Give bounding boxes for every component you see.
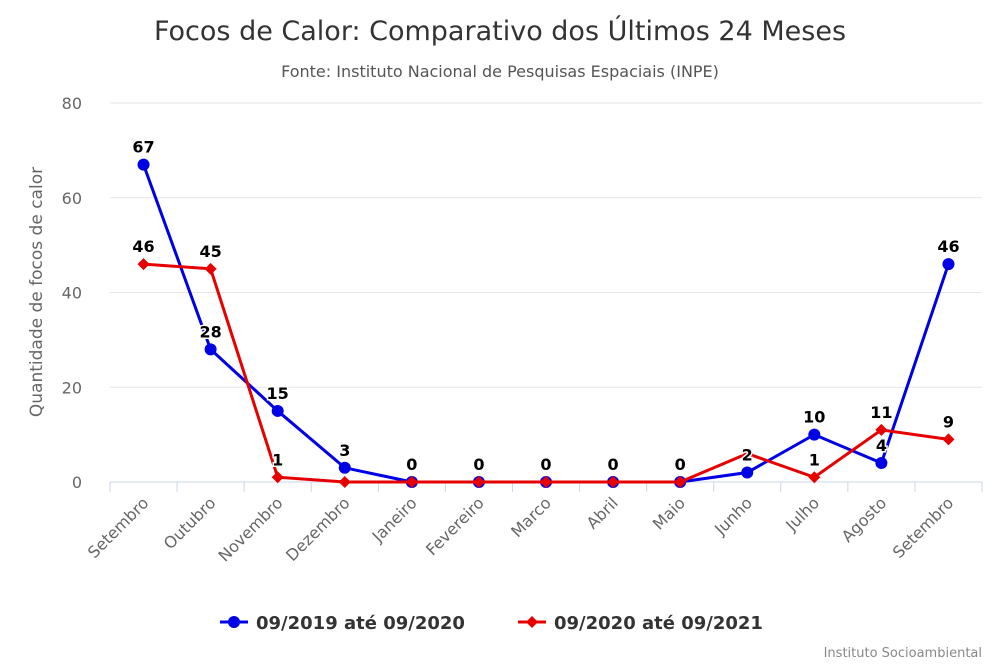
- x-tick-label: Outubro: [160, 493, 220, 553]
- data-label: 0: [406, 455, 417, 474]
- x-tick-label: Agosto: [838, 493, 891, 546]
- data-label: 46: [937, 237, 959, 256]
- data-point: [204, 262, 217, 275]
- legend-marker: [228, 616, 240, 628]
- x-tick-label: Marco: [507, 493, 555, 541]
- y-tick-label: 80: [62, 94, 82, 113]
- legend-item[interactable]: 09/2019 até 09/2020: [220, 613, 465, 634]
- chart-title: Focos de Calor: Comparativo dos Últimos …: [154, 15, 846, 47]
- data-label: 28: [199, 322, 221, 341]
- data-label: 4: [876, 436, 887, 455]
- y-axis-label: Quantidade de focos de calor: [27, 167, 47, 417]
- data-point: [942, 258, 955, 271]
- y-tick-label: 60: [62, 189, 82, 208]
- data-point: [137, 158, 150, 171]
- x-tick-label: Abril: [583, 493, 622, 532]
- data-point: [338, 461, 351, 474]
- data-label: 3: [339, 441, 350, 460]
- data-label: 67: [132, 138, 154, 157]
- y-tick-label: 40: [62, 284, 82, 303]
- x-tick-label: Maio: [649, 493, 689, 533]
- data-label: 9: [943, 412, 954, 431]
- data-point: [540, 476, 552, 488]
- data-point: [875, 457, 888, 470]
- data-label: 0: [675, 455, 686, 474]
- data-point: [338, 476, 351, 488]
- data-point: [271, 471, 284, 484]
- x-tick-label: Junho: [710, 493, 756, 539]
- data-label: 0: [608, 455, 619, 474]
- series-line: [143, 262, 949, 484]
- data-label: 1: [272, 450, 283, 469]
- data-point: [741, 447, 754, 460]
- data-label: 1: [809, 450, 820, 469]
- data-point: [271, 404, 284, 417]
- data-point: [137, 258, 150, 271]
- chart-subtitle: Fonte: Instituto Nacional de Pesquisas E…: [281, 62, 719, 81]
- legend-marker: [526, 616, 538, 628]
- data-label: 11: [870, 403, 892, 422]
- x-tick-label: Dezembro: [282, 493, 354, 565]
- data-point: [472, 476, 485, 488]
- data-label: 0: [473, 455, 484, 474]
- data-point: [741, 466, 754, 479]
- data-point: [405, 476, 418, 488]
- y-tick-label: 20: [62, 378, 82, 397]
- data-label: 15: [267, 384, 289, 403]
- x-tick-label: Julho: [781, 493, 823, 535]
- data-point: [808, 471, 821, 484]
- x-tick-label: Janeiro: [368, 493, 421, 546]
- x-tick-label: Novembro: [215, 493, 287, 565]
- x-tick-label: Setembro: [889, 493, 958, 562]
- data-label: 2: [742, 446, 753, 465]
- data-point: [204, 343, 217, 356]
- data-label: 0: [540, 455, 551, 474]
- data-label: 10: [803, 408, 825, 427]
- legend-label: 09/2020 até 09/2021: [554, 613, 763, 634]
- x-tick-label: Fevereiro: [422, 493, 488, 559]
- data-label: 45: [199, 242, 221, 261]
- legend-label: 09/2019 até 09/2020: [256, 613, 465, 634]
- data-point: [875, 423, 888, 436]
- data-point: [674, 476, 687, 488]
- y-tick-label: 0: [72, 473, 82, 492]
- x-tick-label: Setembro: [84, 493, 153, 562]
- legend-item[interactable]: 09/2020 até 09/2021: [518, 613, 763, 634]
- data-label: 46: [132, 237, 154, 256]
- credits[interactable]: Instituto Socioambiental: [824, 646, 982, 661]
- data-point: [942, 433, 955, 446]
- data-point: [607, 476, 620, 488]
- data-point: [808, 428, 821, 441]
